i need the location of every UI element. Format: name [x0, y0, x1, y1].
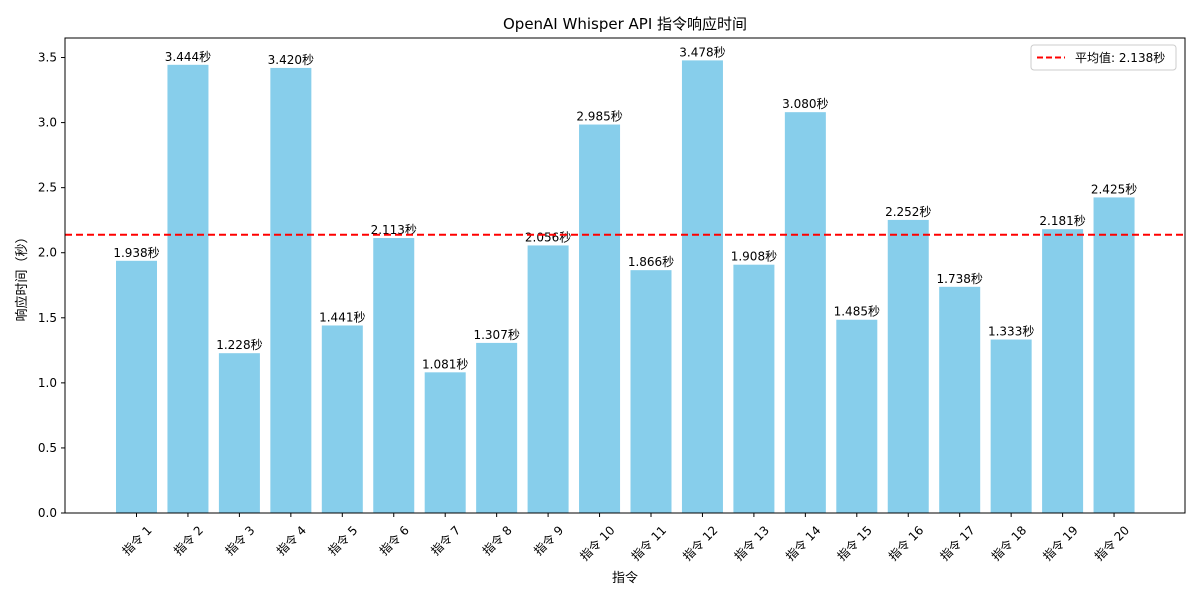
y-tick-label-1: 0.5 — [38, 441, 57, 455]
y-tick-label-4: 2.0 — [38, 246, 57, 260]
bar-value-label-15: 1.485秒 — [834, 305, 880, 319]
bar-value-label-9: 2.056秒 — [525, 230, 571, 244]
bar-17 — [939, 286, 981, 513]
bar-value-label-16: 2.252秒 — [885, 205, 931, 219]
bar-18 — [990, 339, 1032, 513]
x-tick-label-5: 指令 5 — [325, 523, 361, 559]
x-tick-label-15: 指令 15 — [834, 523, 875, 564]
x-tick-label-6: 指令 6 — [376, 523, 412, 559]
bar-value-label-19: 2.181秒 — [1039, 214, 1085, 228]
bar-9 — [527, 245, 569, 513]
y-tick-label-0: 0.0 — [38, 506, 57, 520]
bar-12 — [681, 60, 723, 514]
bar-13 — [733, 264, 775, 513]
x-tick-label-17: 指令 17 — [937, 523, 978, 564]
bar-10 — [579, 124, 621, 513]
bar-value-label-7: 1.081秒 — [422, 357, 468, 371]
bar-value-label-18: 1.333秒 — [988, 325, 1034, 339]
x-axis: 指令 1 指令 2 指令 3 指令 4 指令 5 指令 6 指令 7 指令 8 指令 9 指令 1… — [119, 513, 1132, 564]
plot-area-frame — [64, 37, 1186, 514]
bar-14 — [784, 112, 826, 513]
x-tick-label-14: 指令 14 — [782, 523, 823, 564]
bar-value-label-13: 1.908秒 — [731, 250, 777, 264]
bar-4 — [270, 67, 312, 513]
bar-5 — [321, 325, 363, 513]
bars-group — [116, 60, 1135, 514]
legend: 平均值: 2.138秒 — [1030, 44, 1177, 71]
x-tick-label-8: 指令 8 — [479, 523, 515, 559]
bar-value-label-8: 1.307秒 — [473, 328, 519, 342]
bar-labels-group: 1.938秒 3.444秒 1.228秒 3.420秒 1.441秒 2.113秒 1.08… — [113, 45, 1137, 371]
x-tick-label-2: 指令 2 — [170, 523, 206, 559]
bar-2 — [167, 64, 209, 513]
chart-title: OpenAI Whisper API 指令响应时间 — [503, 15, 747, 33]
bar-value-label-17: 1.738秒 — [937, 272, 983, 286]
x-tick-label-12: 指令 12 — [679, 523, 720, 564]
bar-value-label-1: 1.938秒 — [113, 246, 159, 260]
legend-average-label: 平均值: 2.138秒 — [1075, 50, 1165, 65]
y-tick-label-5: 2.5 — [38, 181, 57, 195]
bar-value-label-14: 3.080秒 — [782, 97, 828, 111]
bar-value-label-5: 1.441秒 — [319, 310, 365, 324]
bar-8 — [476, 342, 518, 513]
bar-7 — [424, 372, 466, 513]
bar-value-label-12: 3.478秒 — [679, 45, 725, 59]
bar-value-label-11: 1.866秒 — [628, 255, 674, 269]
x-tick-label-3: 指令 3 — [222, 523, 258, 559]
x-tick-label-9: 指令 9 — [531, 523, 567, 559]
bar-20 — [1093, 197, 1135, 514]
bar-1 — [116, 260, 157, 513]
bar-3 — [218, 353, 260, 513]
bar-15 — [836, 319, 878, 513]
bar-16 — [887, 219, 929, 513]
y-tick-label-6: 3.0 — [38, 116, 57, 130]
y-tick-label-3: 1.5 — [38, 311, 57, 325]
y-tick-label-7: 3.5 — [38, 51, 57, 65]
bar-value-label-6: 2.113秒 — [371, 223, 417, 237]
x-tick-label-1: 指令 1 — [119, 523, 155, 559]
bar-value-label-3: 1.228秒 — [216, 338, 262, 352]
x-tick-label-19: 指令 19 — [1040, 523, 1081, 564]
bar-11 — [630, 270, 672, 513]
bar-value-label-4: 3.420秒 — [268, 53, 314, 67]
x-axis-label: 指令 — [612, 571, 638, 586]
x-tick-label-18: 指令 18 — [988, 523, 1029, 564]
x-tick-label-11: 指令 11 — [628, 523, 669, 564]
y-tick-label-2: 1.0 — [38, 376, 57, 390]
x-tick-label-20: 指令 20 — [1091, 523, 1132, 564]
x-tick-label-16: 指令 16 — [885, 523, 926, 564]
x-tick-label-7: 指令 7 — [428, 523, 464, 559]
x-tick-label-13: 指令 13 — [731, 523, 772, 564]
bar-value-label-10: 2.985秒 — [576, 110, 622, 124]
legend-box — [1030, 44, 1177, 71]
x-tick-label-10: 指令 10 — [577, 523, 618, 564]
bar-value-label-20: 2.425秒 — [1091, 182, 1137, 196]
bar-19 — [1042, 229, 1084, 513]
x-tick-label-4: 指令 4 — [273, 523, 309, 559]
bar-value-label-2: 3.444秒 — [165, 50, 211, 64]
y-axis-label: 响应时间（秒） — [14, 230, 30, 321]
y-axis: 0.0 0.5 1.0 1.5 2.0 2.5 3.0 3.5 — [38, 51, 65, 520]
bar-6 — [373, 238, 415, 513]
